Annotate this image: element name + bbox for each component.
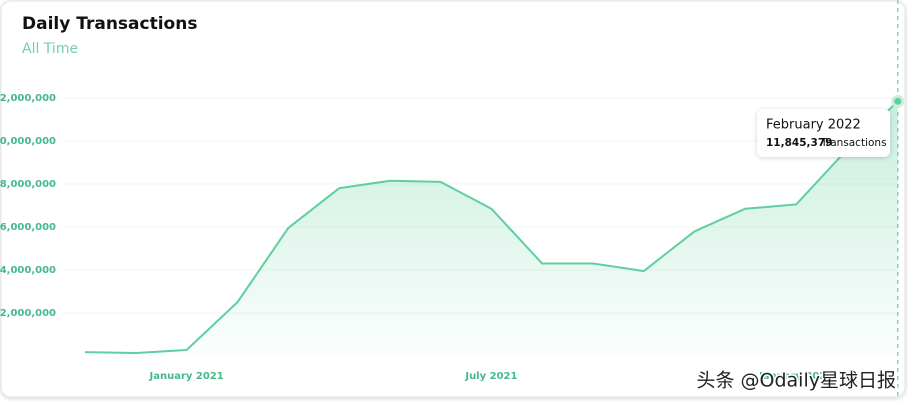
y-tick-label: 6,000,000 <box>0 222 56 233</box>
tooltip-unit: Transactions <box>820 137 887 149</box>
y-tick-label: 2,000,000 <box>0 308 56 319</box>
chart-title: Daily Transactions <box>22 14 197 34</box>
y-tick-label: 4,000,000 <box>0 265 56 276</box>
tooltip-value: 11,845,379 <box>766 137 832 149</box>
hover-point <box>891 94 905 108</box>
x-tick-label: July 2021 <box>464 371 517 382</box>
tooltip-box <box>757 109 890 157</box>
area <box>85 101 898 357</box>
tooltip-title: February 2022 <box>766 118 861 133</box>
watermark: 头条 @Odaily星球日报 <box>696 370 896 392</box>
chart-subtitle: All Time <box>22 41 78 57</box>
x-tick-label: January 2021 <box>148 371 223 382</box>
y-tick-label: 12,000,000 <box>0 93 56 104</box>
line <box>84 100 899 354</box>
x-tick-label: January 2022 <box>758 371 833 382</box>
y-tick-label: 10,000,000 <box>0 136 56 147</box>
y-tick-label: 8,000,000 <box>0 179 56 190</box>
